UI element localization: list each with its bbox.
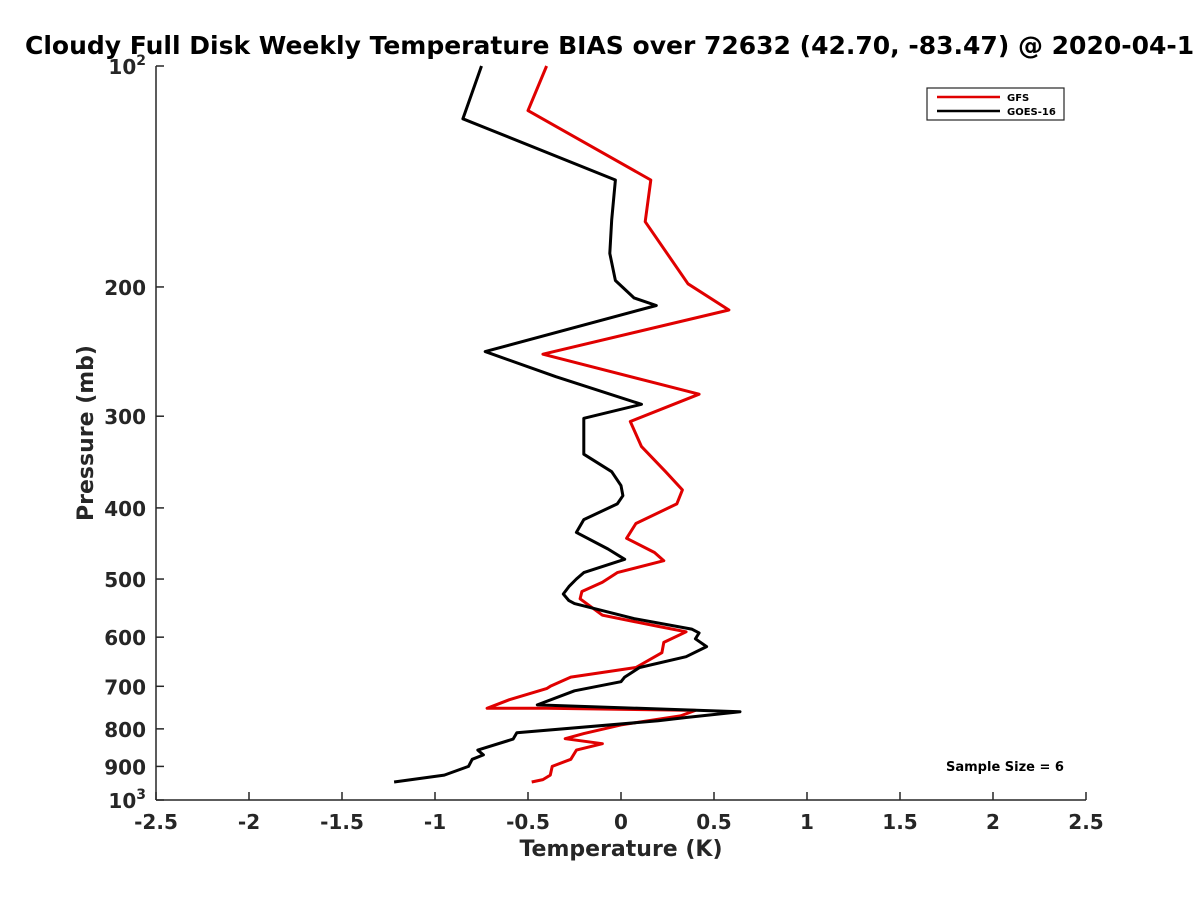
series-line-gfs <box>485 65 731 784</box>
y-ticks: 102 200 300 400 500 600 700 800 900 103 <box>104 53 164 813</box>
legend-label-goes16: GOES-16 <box>1007 107 1056 118</box>
sample-size-annotation: Sample Size = 6 <box>946 760 1064 775</box>
axes <box>155 66 1086 801</box>
x-ticks: -2.5 -2 -1.5 -1 -0.5 0 0.5 1 1.5 2 2.5 <box>134 792 1104 834</box>
y-tick-label: 700 <box>104 675 146 699</box>
x-tick-label: 0.5 <box>696 810 731 834</box>
y-axis-label: Pressure (mb) <box>74 345 99 521</box>
chart-title: Cloudy Full Disk Weekly Temperature BIAS… <box>25 31 1194 60</box>
x-tick-label: 2.5 <box>1068 810 1103 834</box>
x-tick-label: -1 <box>424 810 446 834</box>
series-line-goes16 <box>393 65 742 784</box>
y-tick-label: 300 <box>104 405 146 429</box>
x-tick-label: -2.5 <box>134 810 178 834</box>
y-tick-label: 400 <box>104 497 146 521</box>
y-tick-label: 800 <box>104 718 146 742</box>
x-tick-label: 2 <box>986 810 1000 834</box>
x-tick-label: 1 <box>800 810 814 834</box>
y-tick-label: 103 <box>108 787 146 813</box>
x-tick-label: -0.5 <box>506 810 550 834</box>
y-tick-exponent: 3 <box>136 787 146 803</box>
legend-box <box>926 87 1065 121</box>
legend-label-gfs: GFS <box>1007 93 1029 104</box>
x-tick-label: -2 <box>238 810 260 834</box>
y-tick-label: 200 <box>104 276 146 300</box>
x-tick-label: 0 <box>614 810 628 834</box>
y-tick-label: 500 <box>104 568 146 592</box>
x-axis-label: Temperature (K) <box>519 837 722 862</box>
x-tick-label: 1.5 <box>882 810 917 834</box>
legend: GFS GOES-16 <box>926 87 1065 121</box>
y-tick-label: 102 <box>108 53 146 79</box>
series-lines <box>393 65 742 784</box>
y-tick-exponent: 2 <box>136 53 146 69</box>
y-tick-label: 600 <box>104 626 146 650</box>
x-tick-label: -1.5 <box>320 810 364 834</box>
y-tick-label: 900 <box>104 755 146 779</box>
